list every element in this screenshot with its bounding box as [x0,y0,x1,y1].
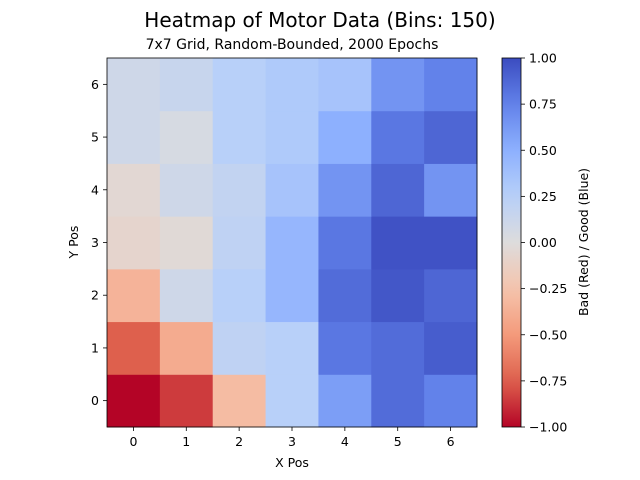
heatmap-cell [159,268,214,323]
heatmap-cells [107,58,478,428]
heatmap-cell [424,58,478,112]
heatmap-cell [265,58,319,112]
heatmap-cell [107,163,161,217]
y-tick-label: 3 [91,235,99,250]
colorbar-tick-label: 0.75 [529,97,557,112]
heatmap-cell [159,163,214,217]
heatmap-cell [265,268,319,323]
heatmap-cell [107,268,161,323]
x-tick-label: 3 [288,434,296,449]
heatmap-cell [212,321,267,375]
heatmap-cell [318,374,372,428]
heatmap-cell [371,110,425,164]
heatmap-cell [159,216,214,270]
heatmap-cell [265,374,319,428]
heatmap-cell [371,321,425,375]
heatmap-cell [424,321,478,375]
heatmap-cell [265,163,319,217]
colorbar-tick-label: −0.75 [529,373,567,388]
heatmap-cell [424,374,478,428]
heatmap-cell [159,321,214,375]
heatmap-cell [318,216,372,270]
heatmap-cell [265,216,319,270]
heatmap-cell [212,110,267,164]
heatmap-cell [107,216,161,270]
heatmap-cell [371,163,425,217]
heatmap-cell [424,110,478,164]
y-tick-label: 6 [91,77,99,92]
heatmap-cell [107,110,161,164]
x-tick-label: 5 [394,434,402,449]
x-tick-label: 0 [129,434,137,449]
x-tick-label: 4 [341,434,349,449]
x-tick-label: 1 [182,434,190,449]
heatmap-cell [107,374,161,428]
heatmap-cell [371,374,425,428]
heatmap-cell [212,374,267,428]
heatmap-cell [159,110,214,164]
x-tick-label: 6 [447,434,455,449]
y-axis-label: Y Pos [66,226,81,260]
colorbar-tick-label: −0.25 [529,281,567,296]
heatmap-cell [265,321,319,375]
chart-subtitle: 7x7 Grid, Random-Bounded, 2000 Epochs [146,37,439,53]
heatmap-cell [212,268,267,323]
x-tick-label: 2 [235,434,243,449]
heatmap-cell [265,110,319,164]
heatmap-cell [107,58,161,112]
heatmap-cell [212,216,267,270]
heatmap-cell [318,163,372,217]
x-axis-label: X Pos [275,455,309,470]
heatmap-cell [424,163,478,217]
heatmap-cell [159,58,214,112]
y-tick-label: 2 [91,288,99,303]
heatmap-cell [371,216,425,270]
y-tick-label: 4 [91,182,99,197]
heatmap-cell [371,58,425,112]
heatmap-cell [318,321,372,375]
colorbar-tick-label: 0.00 [529,235,557,250]
heatmap-cell [424,216,478,270]
y-tick-label: 1 [91,340,99,355]
y-tick-label: 5 [91,130,99,145]
heatmap-cell [318,110,372,164]
chart-title: Heatmap of Motor Data (Bins: 150) [144,8,495,32]
heatmap-cell [318,268,372,323]
heatmap-cell [371,268,425,323]
heatmap-cell [159,374,214,428]
colorbar-tick-label: 1.00 [529,51,557,66]
heatmap-cell [107,321,161,375]
y-axis-ticks: 0 1 2 3 4 5 6 [91,77,107,408]
y-tick-label: 0 [91,393,99,408]
colorbar-tick-label: −1.00 [529,420,567,435]
colorbar-tick-label: 0.25 [529,189,557,204]
colorbar-ticks: −1.00 −0.75 −0.50 −0.25 0.00 0.25 0.50 0.75 1.00 [521,51,567,435]
colorbar [501,57,522,428]
colorbar-tick-label: −0.50 [529,327,567,342]
x-axis-ticks: 0 1 2 3 4 5 6 [129,427,455,449]
colorbar-label: Bad (Red) / Good (Blue) [576,168,591,316]
heatmap-cell [424,268,478,323]
colorbar-tick-label: 0.50 [529,143,557,158]
heatmap-cell [212,58,267,112]
heatmap-cell [212,163,267,217]
heatmap-cell [318,58,372,112]
